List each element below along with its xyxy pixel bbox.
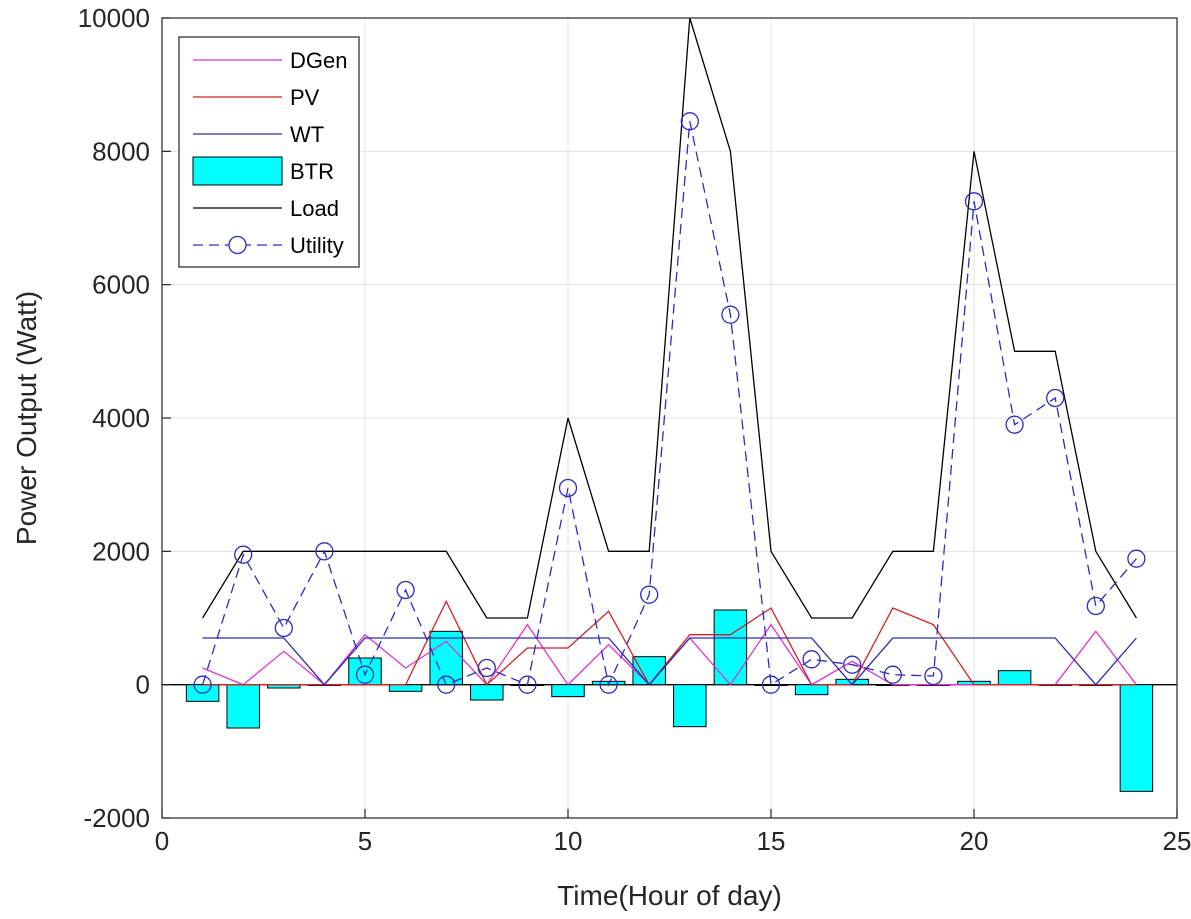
utility-marker: [721, 305, 740, 324]
series-lines: [201, 17, 1137, 687]
utility-marker: [924, 666, 943, 686]
utility-marker: [193, 675, 212, 694]
y-tick-label: -2000: [84, 803, 151, 833]
legend-label: Utility: [290, 233, 344, 258]
btr-bar: [348, 657, 382, 686]
utility-marker: [883, 665, 902, 684]
utility-marker: [599, 675, 618, 694]
utility-marker: [315, 542, 334, 561]
y-tick-label: 6000: [92, 270, 150, 300]
btr-bar: [997, 670, 1032, 686]
btr-bar: [713, 609, 748, 686]
utility-marker: [802, 650, 821, 669]
load-series-line: [202, 17, 1137, 619]
utility-marker: [964, 192, 984, 211]
x-tick-label: 0: [155, 826, 169, 856]
utility-marker: [477, 658, 496, 678]
dgen-series-line: [202, 623, 1137, 686]
utility-markers: [193, 112, 1146, 694]
utility-marker: [437, 675, 456, 694]
utility-series-line: [201, 121, 1137, 687]
utility-marker: [761, 675, 781, 694]
x-tick-label: 25: [1163, 826, 1191, 856]
legend-label: PV: [290, 85, 320, 110]
btr-bar: [551, 684, 585, 698]
utility-marker: [1005, 415, 1024, 434]
btr-bar: [754, 684, 788, 686]
legend-label: DGen: [290, 48, 347, 73]
legend-label: BTR: [290, 159, 334, 184]
y-tick-label: 2000: [92, 536, 150, 566]
btr-bars: [185, 609, 1154, 792]
utility-marker: [843, 655, 862, 674]
btr-bar: [1119, 684, 1154, 792]
y-tick-label: 10000: [78, 3, 150, 33]
pv-series-line: [202, 599, 1137, 686]
legend: DGen PV WT BTR Load Utility: [178, 36, 360, 268]
btr-bar: [794, 684, 829, 696]
btr-bar: [470, 684, 504, 701]
utility-marker: [274, 618, 293, 638]
legend-swatch: [192, 156, 283, 186]
legend-label: Load: [290, 196, 339, 221]
x-axis-title: Time(Hour of day): [557, 880, 782, 911]
utility-marker: [558, 478, 578, 498]
utility-marker: [640, 585, 659, 604]
y-tick-label: 0: [136, 670, 150, 700]
btr-bar: [388, 684, 423, 692]
btr-bar: [673, 684, 707, 728]
y-tick-label: 4000: [92, 403, 150, 433]
x-tick-label: 15: [757, 826, 786, 856]
y-tick-label: 8000: [92, 136, 150, 166]
utility-marker: [518, 675, 537, 694]
x-tick-label: 20: [960, 826, 989, 856]
legend-label: WT: [290, 122, 324, 147]
y-axis-title: Power Output (Watt): [11, 291, 42, 545]
utility-marker: [234, 545, 253, 564]
utility-marker: [1046, 388, 1065, 408]
x-tick-label: 5: [358, 826, 372, 856]
utility-marker: [355, 665, 375, 684]
wt-series-line: [202, 637, 1137, 686]
utility-marker: [1086, 596, 1105, 616]
legend-box: [178, 36, 360, 268]
legend-marker: [228, 235, 247, 255]
btr-bar: [226, 684, 260, 729]
utility-marker: [1127, 549, 1146, 568]
utility-marker: [396, 580, 415, 600]
utility-marker: [680, 112, 699, 131]
x-tick-label: 10: [554, 826, 583, 856]
